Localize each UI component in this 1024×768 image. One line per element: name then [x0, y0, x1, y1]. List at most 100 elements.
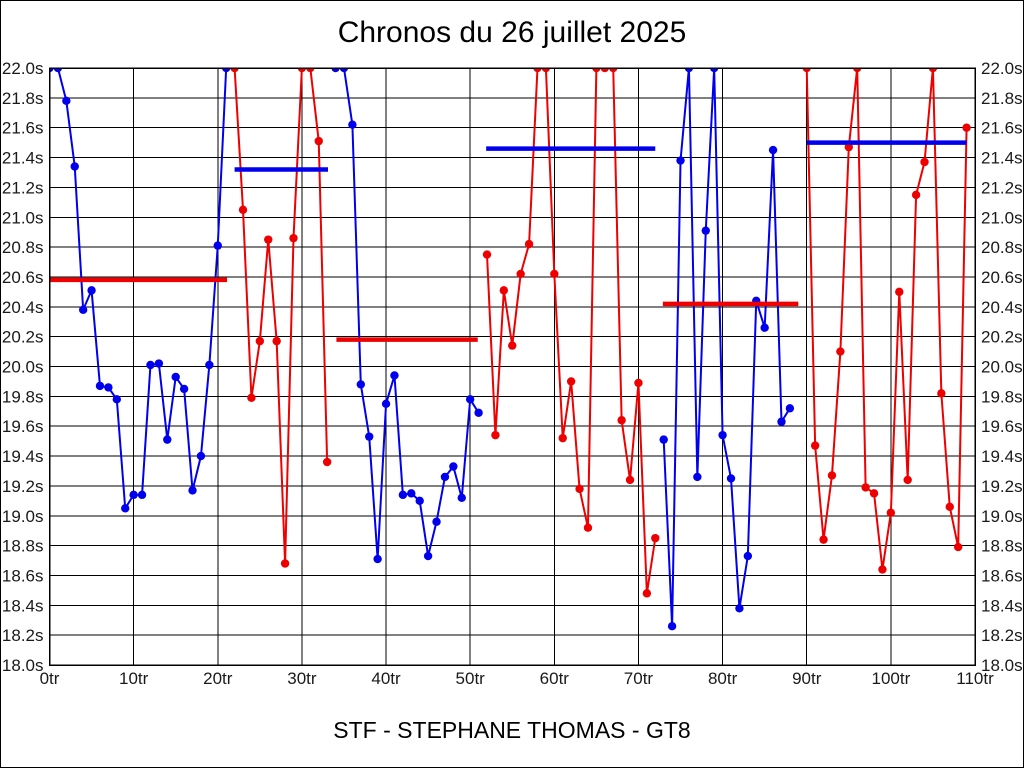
data-point — [701, 226, 710, 235]
series-line-stint-1-blue — [49, 68, 228, 512]
data-point — [398, 490, 408, 500]
data-point — [87, 286, 96, 295]
data-point — [735, 604, 744, 613]
y-tick-label-left: 18.8s — [2, 537, 44, 556]
data-point — [314, 136, 323, 146]
y-tick-label-right: 19.0s — [981, 507, 1023, 526]
data-point — [62, 96, 71, 106]
y-tick-label-left: 22.0s — [2, 59, 44, 78]
y-tick-label-left: 21.0s — [2, 208, 44, 227]
data-point — [415, 496, 424, 506]
data-point — [928, 68, 938, 73]
data-point — [617, 416, 626, 425]
data-point — [390, 371, 399, 380]
data-point — [482, 250, 492, 259]
data-point — [49, 68, 54, 73]
y-tick-label-right: 20.4s — [981, 298, 1023, 317]
y-tick-label-left: 19.6s — [2, 417, 44, 436]
y-tick-label-left: 20.8s — [2, 238, 44, 257]
data-point — [373, 554, 382, 564]
data-point — [693, 472, 702, 482]
data-point — [886, 508, 896, 517]
x-tick-label: 20tr — [203, 669, 233, 688]
data-point — [684, 68, 694, 73]
data-point — [213, 241, 222, 250]
y-tick-label-right: 21.2s — [981, 178, 1023, 197]
y-tick-label-left: 20.2s — [2, 328, 44, 347]
data-point — [474, 408, 483, 417]
data-point — [205, 360, 214, 370]
data-point — [457, 493, 466, 503]
data-point — [247, 393, 256, 403]
data-point — [230, 68, 239, 73]
x-tick-label: 60tr — [540, 669, 570, 688]
data-point — [659, 435, 668, 444]
data-point — [726, 474, 736, 483]
y-tick-label-left: 21.6s — [2, 119, 44, 138]
y-tick-label-left: 21.8s — [2, 89, 44, 108]
data-point — [255, 336, 265, 346]
data-point — [146, 360, 155, 370]
y-tick-label-left: 20.4s — [2, 298, 44, 317]
y-tick-label-right: 18.8s — [981, 537, 1023, 556]
data-point — [53, 68, 63, 73]
data-point — [895, 287, 904, 297]
data-point — [491, 430, 500, 440]
y-tick-label-left: 18.4s — [2, 596, 44, 615]
data-point — [634, 378, 643, 388]
data-point — [844, 142, 853, 152]
data-point — [810, 441, 820, 450]
data-point — [920, 157, 929, 167]
data-point — [676, 156, 685, 165]
data-point — [432, 517, 441, 526]
data-point — [651, 533, 660, 543]
x-tick-label: 80tr — [708, 669, 738, 688]
y-tick-label-left: 18.0s — [2, 656, 44, 675]
data-point — [297, 68, 307, 73]
y-tick-label-right: 18.0s — [981, 656, 1023, 675]
data-point — [592, 68, 601, 73]
data-point — [937, 389, 946, 398]
data-point — [566, 377, 576, 386]
data-point — [423, 551, 433, 561]
data-point — [78, 305, 88, 314]
data-point — [718, 430, 727, 440]
data-point — [777, 417, 786, 426]
series-line-stint-6-red — [805, 68, 968, 570]
data-point — [911, 190, 921, 200]
data-point — [550, 269, 559, 279]
data-point — [179, 384, 189, 394]
data-point — [70, 162, 79, 171]
plot-border — [48, 67, 976, 666]
data-point — [104, 383, 113, 392]
data-point — [348, 120, 357, 129]
y-tick-label-left: 20.0s — [2, 358, 44, 377]
y-tick-label-left: 18.6s — [2, 566, 44, 585]
y-tick-label-right: 21.8s — [981, 89, 1023, 108]
y-tick-label-right: 22.0s — [981, 59, 1023, 78]
series-line-stint-3-blue — [335, 68, 480, 560]
data-point — [541, 68, 551, 73]
y-tick-label-right: 18.6s — [981, 566, 1023, 585]
data-point — [558, 433, 567, 443]
data-point — [827, 471, 837, 480]
data-point — [785, 404, 795, 413]
y-tick-label-left: 19.2s — [2, 477, 44, 496]
series-line-stint-2-red — [233, 68, 329, 564]
data-point — [836, 347, 845, 356]
data-point — [306, 68, 315, 73]
y-tick-label-right: 21.6s — [981, 119, 1023, 138]
data-point — [878, 565, 887, 574]
y-tick-label-left: 19.4s — [2, 447, 44, 466]
data-point — [609, 68, 618, 73]
data-point — [221, 68, 231, 73]
data-point — [238, 205, 248, 214]
data-point — [499, 286, 509, 295]
data-point — [289, 233, 298, 243]
data-point — [600, 68, 609, 73]
data-point — [121, 504, 130, 513]
x-tick-label: 90tr — [792, 669, 822, 688]
y-tick-label-right: 18.4s — [981, 596, 1023, 615]
y-tick-label-right: 21.4s — [981, 149, 1023, 168]
